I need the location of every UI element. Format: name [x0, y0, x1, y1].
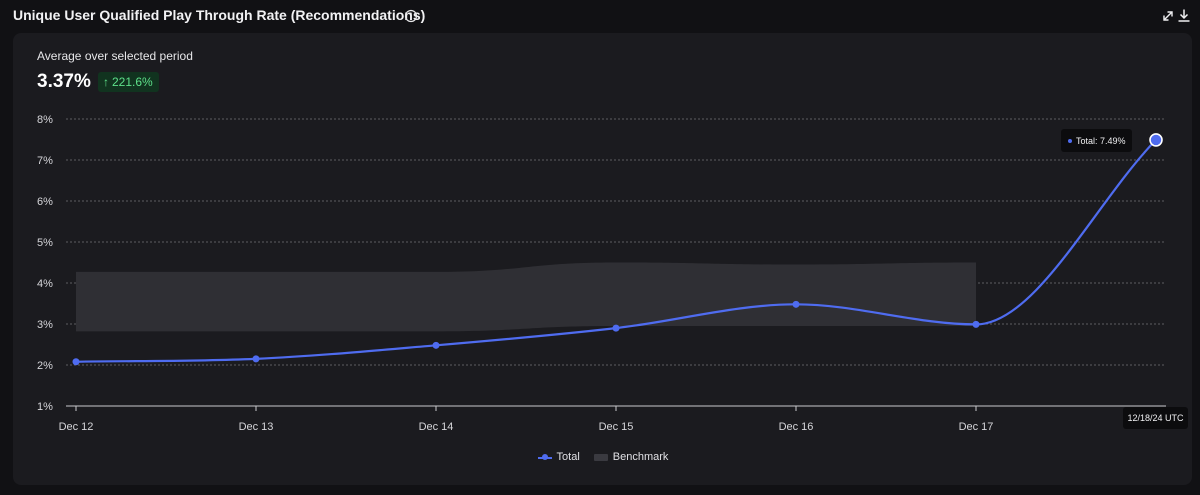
x-tick-label: Dec 14: [419, 421, 454, 433]
info-icon[interactable]: [404, 9, 418, 23]
axes: [66, 405, 1166, 411]
x-tick-label: Dec 17: [959, 421, 994, 433]
delta-badge: ↑ 221.6%: [98, 72, 159, 92]
y-tick-label: 3%: [37, 319, 53, 331]
x-axis-labels: Dec 12 Dec 13 Dec 14 Dec 15 Dec 16 Dec 17: [59, 421, 994, 433]
x-tick-label: Dec 13: [239, 421, 274, 433]
y-tick-label: 6%: [37, 196, 53, 208]
benchmark-band: [76, 262, 976, 332]
y-tick-label: 1%: [37, 401, 53, 413]
data-point: [972, 320, 980, 328]
chart-title: Unique User Qualified Play Through Rate …: [13, 7, 426, 23]
x-tick-label: Dec 12: [59, 421, 94, 433]
data-point: [252, 355, 260, 363]
data-point: [432, 341, 440, 349]
data-point: [612, 324, 620, 332]
highlighted-point: [1149, 133, 1163, 147]
expand-icon[interactable]: [1161, 9, 1175, 23]
average-label: Average over selected period: [37, 49, 193, 63]
download-icon[interactable]: [1177, 8, 1191, 23]
average-value: 3.37%: [37, 71, 91, 92]
x-tick-label: Dec 16: [779, 421, 814, 433]
hover-tooltip: Total: 7.49%: [1061, 129, 1132, 152]
delta-value: 221.6%: [112, 75, 153, 89]
series-dot-icon: [1068, 138, 1072, 143]
data-point: [792, 300, 800, 308]
chart-card: [13, 33, 1192, 485]
chart-legend: Total Benchmark: [0, 450, 1200, 464]
tooltip-text: Total: 7.49%: [1076, 135, 1126, 146]
arrow-up-icon: ↑: [103, 75, 109, 89]
data-point: [72, 358, 80, 366]
line-swatch-icon: [537, 453, 552, 461]
legend-item-total[interactable]: Total: [537, 450, 580, 464]
total-points-layer: [72, 133, 1163, 366]
band-swatch-icon: [593, 453, 608, 461]
y-axis-labels: 1% 2% 3% 4% 5% 6% 7% 8%: [37, 114, 53, 413]
legend-label-benchmark: Benchmark: [612, 451, 669, 463]
legend-label-total: Total: [556, 451, 580, 463]
chart-header: Unique User Qualified Play Through Rate …: [0, 0, 1200, 32]
y-tick-label: 4%: [37, 278, 53, 290]
legend-item-benchmark[interactable]: Benchmark: [593, 450, 669, 464]
x-tick-label: Dec 15: [599, 421, 634, 433]
y-tick-label: 2%: [37, 360, 53, 372]
y-tick-label: 8%: [37, 114, 53, 126]
benchmark-band-layer: [76, 262, 976, 332]
crosshair-date-label: 12/18/24 UTC: [1123, 407, 1188, 429]
y-tick-label: 5%: [37, 237, 53, 249]
y-tick-label: 7%: [37, 155, 53, 167]
